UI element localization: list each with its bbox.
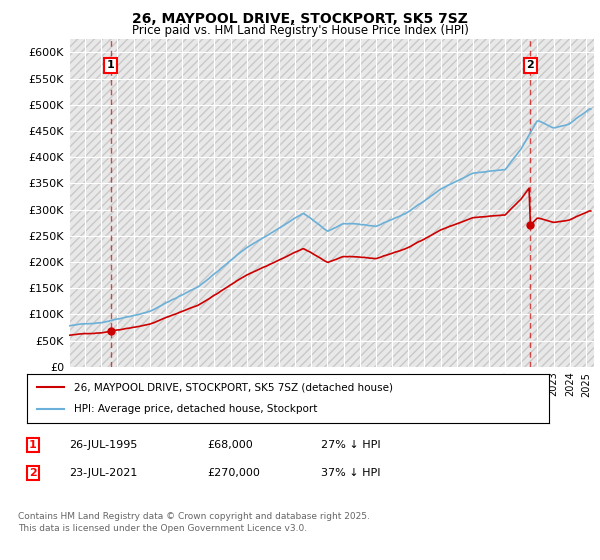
Text: 27% ↓ HPI: 27% ↓ HPI: [321, 440, 380, 450]
Text: 26, MAYPOOL DRIVE, STOCKPORT, SK5 7SZ (detached house): 26, MAYPOOL DRIVE, STOCKPORT, SK5 7SZ (d…: [74, 382, 393, 393]
Text: Contains HM Land Registry data © Crown copyright and database right 2025.
This d: Contains HM Land Registry data © Crown c…: [18, 512, 370, 533]
Text: £68,000: £68,000: [207, 440, 253, 450]
Text: 23-JUL-2021: 23-JUL-2021: [69, 468, 137, 478]
Text: HPI: Average price, detached house, Stockport: HPI: Average price, detached house, Stoc…: [74, 404, 317, 414]
Text: £270,000: £270,000: [207, 468, 260, 478]
Text: 1: 1: [29, 440, 37, 450]
Text: 26-JUL-1995: 26-JUL-1995: [69, 440, 137, 450]
Text: 1: 1: [107, 60, 115, 71]
Text: 2: 2: [29, 468, 37, 478]
Text: 2: 2: [526, 60, 534, 71]
Text: 26, MAYPOOL DRIVE, STOCKPORT, SK5 7SZ: 26, MAYPOOL DRIVE, STOCKPORT, SK5 7SZ: [132, 12, 468, 26]
Text: Price paid vs. HM Land Registry's House Price Index (HPI): Price paid vs. HM Land Registry's House …: [131, 24, 469, 36]
Text: 37% ↓ HPI: 37% ↓ HPI: [321, 468, 380, 478]
